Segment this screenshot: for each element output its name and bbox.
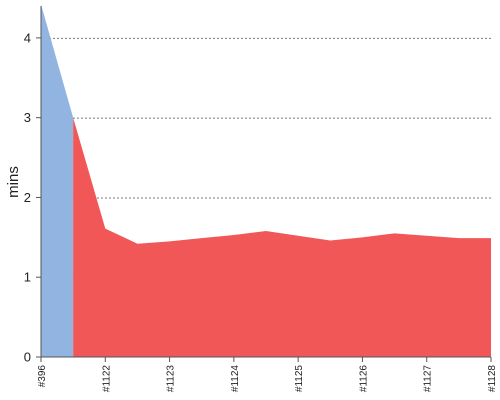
y-tick-label-4: 4 (24, 30, 31, 45)
y-tick-label-3: 3 (24, 110, 31, 125)
x-tick-label-3: #1124 (230, 365, 241, 393)
y-axis-title: mins (5, 166, 22, 198)
series-area-0 (41, 4, 74, 358)
y-tick-label-2: 2 (24, 190, 31, 205)
x-tick-label-4: #1125 (294, 365, 305, 393)
x-tick-label-0: #396 (37, 365, 48, 388)
x-ticks: #396 #1122 #1123 #1124 #1125 #1126 #1127 #1128 (37, 357, 498, 392)
axes (40, 6, 491, 358)
y-tick-label-0: 0 (24, 350, 31, 365)
y-ticks: 0 1 2 3 4 (24, 30, 41, 365)
x-tick-label-1: #1122 (101, 365, 112, 393)
series-area-1 (73, 117, 491, 358)
x-tick-label-2: #1123 (166, 365, 177, 393)
y-tick-label-1: 1 (24, 270, 31, 285)
x-tick-label-7: #1128 (487, 365, 498, 393)
x-tick-label-6: #1127 (423, 365, 434, 393)
x-tick-label-5: #1126 (358, 365, 369, 393)
series-areas (41, 4, 491, 358)
